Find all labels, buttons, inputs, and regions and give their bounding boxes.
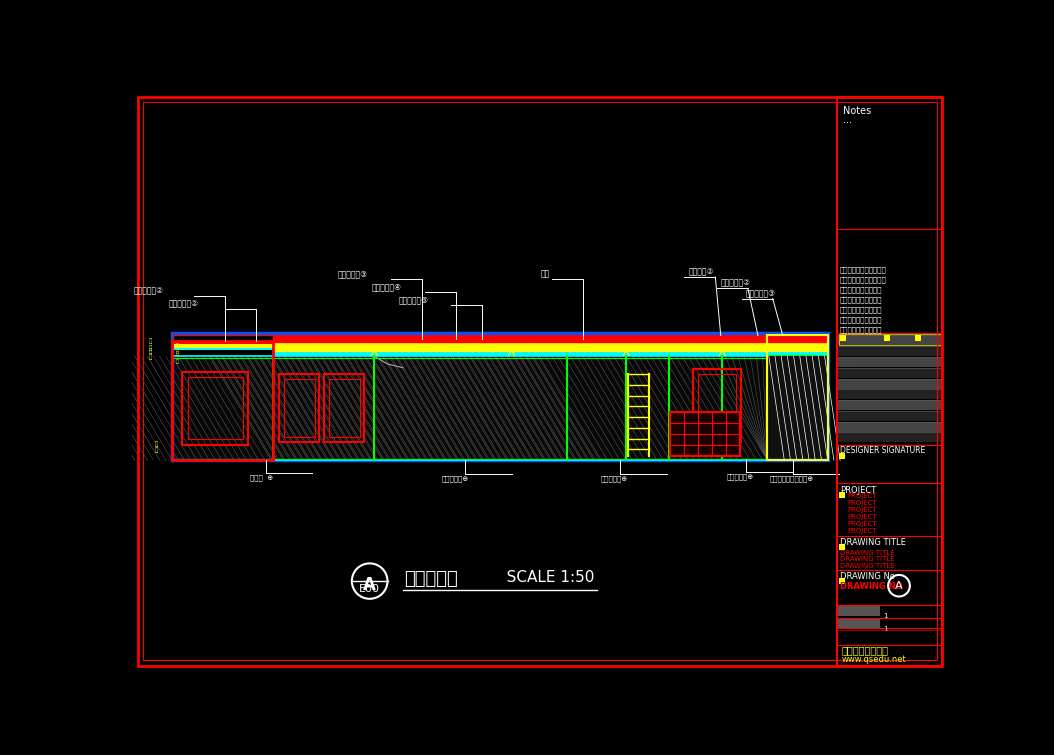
Text: PROJECT: PROJECT	[847, 493, 878, 499]
Text: 本图纸版权归齐生设计职
业学校所有，未经授权不
得用于商业用途。如需
了解，更多了解详情请
与他人不得私盗或违规
工程片上，参考页上标
注人，感谢您的建议。: 本图纸版权归齐生设计职 业学校所有，未经授权不 得用于商业用途。如需 了解，更多…	[840, 267, 886, 334]
Bar	[172, 341, 273, 344]
Bar	[692, 369, 741, 442]
Bar	[670, 412, 740, 456]
Text: 粗
粗: 粗 粗	[176, 344, 179, 354]
Text: 粗: 粗	[149, 354, 152, 359]
Bar	[839, 453, 844, 460]
Text: E00: E00	[359, 584, 380, 594]
Bar	[284, 378, 315, 437]
Bar	[273, 344, 828, 353]
Text: 前土白  ⊕: 前土白 ⊕	[251, 475, 273, 482]
Bar	[838, 422, 941, 432]
Text: 壁纸墙面②: 壁纸墙面②	[688, 267, 714, 276]
Bar	[273, 355, 828, 356]
Text: SCALE 1:50: SCALE 1:50	[492, 569, 594, 584]
Text: DRAWING No: DRAWING No	[840, 572, 895, 581]
Text: 粗: 粗	[149, 349, 152, 354]
Text: PROJECT: PROJECT	[847, 507, 878, 513]
Bar	[172, 348, 273, 350]
Bar	[273, 353, 828, 355]
Text: PROJECT: PROJECT	[847, 521, 878, 527]
Bar	[839, 492, 844, 498]
Text: 1: 1	[883, 612, 889, 618]
Text: 石膏板吊顶②: 石膏板吊顶②	[133, 286, 163, 295]
Text: 粗: 粗	[176, 359, 179, 364]
Text: 1: 1	[883, 626, 889, 632]
Bar	[172, 341, 273, 461]
Bar	[324, 374, 365, 442]
Text: 石膏板线条②: 石膏板线条②	[169, 300, 199, 309]
Bar	[329, 378, 359, 437]
Bar	[838, 411, 941, 421]
Bar	[837, 97, 942, 666]
Text: A: A	[895, 581, 903, 590]
Text: DRAWING TITLE: DRAWING TITLE	[840, 538, 906, 547]
Text: Notes: Notes	[843, 106, 872, 116]
Bar	[698, 374, 737, 438]
Bar	[838, 390, 941, 399]
Text: 粗
粗: 粗 粗	[149, 338, 152, 350]
Text: 齐生设计职业学校: 齐生设计职业学校	[842, 645, 889, 655]
Bar	[883, 334, 890, 341]
Text: 石膏板走道②: 石膏板走道②	[721, 279, 750, 288]
Bar	[273, 356, 767, 461]
Bar	[839, 334, 942, 345]
Bar	[915, 334, 921, 341]
Bar	[188, 377, 242, 439]
Text: 前土白石材⊕: 前土白石材⊕	[601, 476, 628, 482]
Bar	[839, 544, 844, 550]
Text: ...: ...	[843, 116, 853, 125]
Text: 石膏板走道⑤: 石膏板走道⑤	[398, 295, 428, 304]
Bar	[767, 355, 828, 461]
Text: 亚光白色木道材举门⊕: 亚光白色木道材举门⊕	[769, 476, 814, 482]
Bar	[838, 433, 941, 442]
Text: www.qsedu.net: www.qsedu.net	[842, 655, 906, 664]
Bar	[172, 344, 273, 348]
Text: DRAWING TITLE: DRAWING TITLE	[840, 550, 895, 556]
Bar	[279, 374, 319, 442]
Bar	[767, 335, 828, 461]
Bar	[838, 357, 941, 367]
Bar	[182, 371, 248, 445]
Text: DRAWING NO: DRAWING NO	[840, 582, 902, 591]
Text: PROJECT: PROJECT	[840, 485, 876, 495]
Text: DRAWING TITLE: DRAWING TITLE	[840, 556, 895, 562]
Bar	[840, 334, 846, 341]
Text: DRAWING TITLE: DRAWING TITLE	[840, 563, 895, 569]
Text: A: A	[364, 576, 376, 593]
Bar	[838, 618, 880, 629]
Text: 粗: 粗	[176, 351, 179, 356]
Text: DESIGNER SIGNATURE: DESIGNER SIGNATURE	[840, 446, 925, 455]
Text: PROJECT: PROJECT	[847, 501, 878, 507]
Bar	[838, 335, 941, 346]
Bar	[838, 605, 880, 616]
Bar	[273, 335, 828, 344]
Text: 前土白石材⊕: 前土白石材⊕	[442, 476, 469, 482]
Bar	[172, 335, 273, 341]
Text: 石膏板吊顶③: 石膏板吊顶③	[745, 288, 776, 297]
Bar	[838, 378, 941, 389]
Bar	[838, 400, 941, 410]
Text: 前土白石材⊕: 前土白石材⊕	[727, 473, 754, 480]
Bar	[172, 356, 273, 461]
Bar	[172, 333, 828, 461]
Bar	[838, 368, 941, 378]
Bar	[839, 578, 844, 584]
Text: 石膏板吊顶④: 石膏板吊顶④	[372, 282, 402, 291]
Text: PROJECT: PROJECT	[847, 514, 878, 520]
Text: 石膏板线条③: 石膏板线条③	[337, 270, 367, 279]
Text: 通道: 通道	[541, 270, 550, 279]
Text: PROJECT: PROJECT	[847, 528, 878, 534]
Bar	[174, 334, 827, 458]
Bar	[838, 347, 941, 356]
Text: 粗
粗: 粗 粗	[155, 441, 158, 453]
Text: 客厅立面图: 客厅立面图	[405, 569, 458, 587]
